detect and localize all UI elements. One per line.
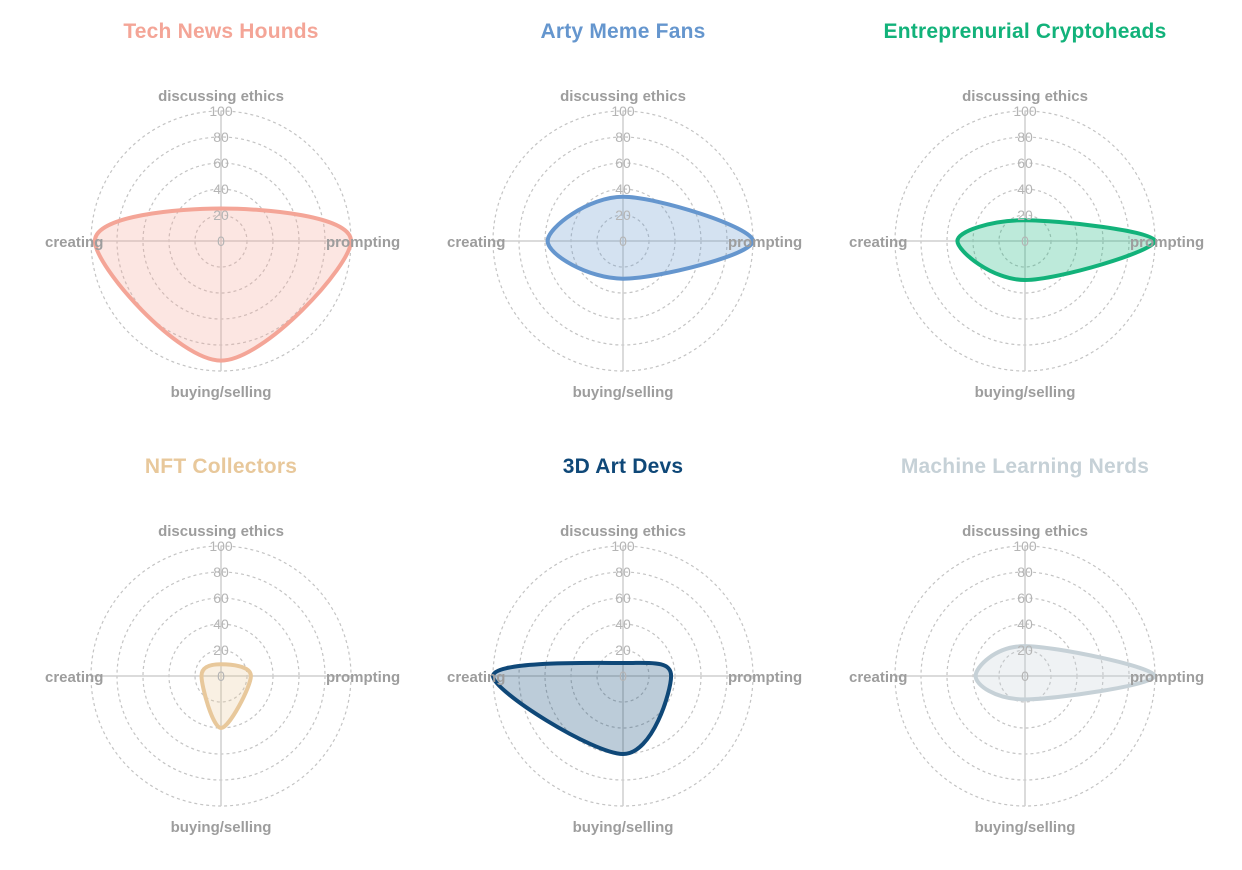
tick-label-40: 40 bbox=[213, 181, 229, 197]
tick-label-40: 40 bbox=[615, 181, 631, 197]
tick-label-60: 60 bbox=[1017, 155, 1033, 171]
tick-label-0: 0 bbox=[619, 668, 627, 684]
axis-label-prompting: prompting bbox=[1130, 234, 1204, 251]
axis-label-discussing-ethics: discussing ethics bbox=[962, 523, 1088, 540]
axis-label-prompting: prompting bbox=[728, 234, 802, 251]
axis-label-discussing-ethics: discussing ethics bbox=[962, 88, 1088, 105]
radar-series-shape bbox=[92, 206, 353, 363]
tick-label-60: 60 bbox=[615, 155, 631, 171]
axis-label-discussing-ethics: discussing ethics bbox=[560, 88, 686, 105]
tick-label-100: 100 bbox=[209, 538, 233, 554]
radar-panel-3d-art-devs: 3D Art Devs 0 20 40 60 80 100 discussing ethic… bbox=[422, 435, 824, 870]
axis-label-prompting: prompting bbox=[1130, 669, 1204, 686]
tick-label-40: 40 bbox=[1017, 616, 1033, 632]
chart-title: Tech News Hounds bbox=[123, 20, 319, 43]
axis-label-buying-selling: buying/selling bbox=[573, 384, 674, 401]
axis-label-creating: creating bbox=[447, 234, 505, 251]
tick-label-60: 60 bbox=[615, 590, 631, 606]
axis-label-creating: creating bbox=[447, 669, 505, 686]
tick-label-20: 20 bbox=[1017, 642, 1033, 658]
chart-title: Entreprenurial Cryptoheads bbox=[883, 20, 1167, 43]
axis-label-prompting: prompting bbox=[728, 669, 802, 686]
axis-label-buying-selling: buying/selling bbox=[573, 819, 674, 836]
tick-label-0: 0 bbox=[1021, 233, 1029, 249]
tick-label-40: 40 bbox=[615, 616, 631, 632]
radar-panel-tech-news-hounds: Tech News Hounds 0 20 40 60 80 100 discussing … bbox=[20, 0, 422, 435]
tick-label-80: 80 bbox=[615, 564, 631, 580]
tick-label-0: 0 bbox=[217, 668, 225, 684]
tick-label-40: 40 bbox=[1017, 181, 1033, 197]
axis-label-prompting: prompting bbox=[326, 234, 400, 251]
axis-label-creating: creating bbox=[849, 669, 907, 686]
tick-label-0: 0 bbox=[1021, 668, 1029, 684]
tick-label-100: 100 bbox=[209, 103, 233, 119]
chart-title: NFT Collectors bbox=[144, 455, 298, 478]
axis-label-buying-selling: buying/selling bbox=[975, 819, 1076, 836]
axis-label-creating: creating bbox=[45, 669, 103, 686]
axis-label-buying-selling: buying/selling bbox=[171, 819, 272, 836]
tick-label-80: 80 bbox=[1017, 129, 1033, 145]
axis-label-buying-selling: buying/selling bbox=[975, 384, 1076, 401]
radar-series-shape bbox=[491, 660, 674, 756]
tick-label-100: 100 bbox=[1013, 538, 1037, 554]
tick-label-60: 60 bbox=[213, 155, 229, 171]
chart-title: Arty Meme Fans bbox=[540, 20, 706, 43]
tick-label-60: 60 bbox=[1017, 590, 1033, 606]
tick-label-20: 20 bbox=[615, 642, 631, 658]
tick-label-100: 100 bbox=[1013, 103, 1037, 119]
chart-title: Machine Learning Nerds bbox=[900, 455, 1150, 478]
radar-chart-grid: Tech News Hounds 0 20 40 60 80 100 discussing … bbox=[20, 0, 1226, 836]
radar-panel-nft-collectors: NFT Collectors 0 20 40 60 80 100 discussing et… bbox=[20, 435, 422, 870]
tick-label-20: 20 bbox=[615, 207, 631, 223]
radar-series-shape bbox=[545, 194, 755, 281]
radar-panel-arty-meme-fans: Arty Meme Fans 0 20 40 60 80 100 discussing et… bbox=[422, 0, 824, 435]
axis-label-creating: creating bbox=[45, 234, 103, 251]
axis-label-discussing-ethics: discussing ethics bbox=[158, 88, 284, 105]
tick-label-20: 20 bbox=[1017, 207, 1033, 223]
axis-label-discussing-ethics: discussing ethics bbox=[158, 523, 284, 540]
chart-title: 3D Art Devs bbox=[562, 455, 684, 478]
radar-panel-entreprenurial-cryptoheads: Entreprenurial Cryptoheads 0 20 40 60 80 100 d… bbox=[824, 0, 1226, 435]
tick-label-60: 60 bbox=[213, 590, 229, 606]
radar-panel-machine-learning-nerds: Machine Learning Nerds 0 20 40 60 80 100 discu… bbox=[824, 435, 1226, 870]
axis-label-discussing-ethics: discussing ethics bbox=[560, 523, 686, 540]
tick-label-20: 20 bbox=[213, 642, 229, 658]
tick-label-40: 40 bbox=[213, 616, 229, 632]
tick-label-100: 100 bbox=[611, 538, 635, 554]
tick-label-0: 0 bbox=[217, 233, 225, 249]
radar-series-shape bbox=[199, 662, 253, 730]
radar-series-shape bbox=[973, 644, 1157, 702]
axis-label-prompting: prompting bbox=[326, 669, 400, 686]
tick-label-80: 80 bbox=[213, 129, 229, 145]
radar-series-shape bbox=[955, 218, 1157, 282]
tick-label-80: 80 bbox=[1017, 564, 1033, 580]
axis-label-buying-selling: buying/selling bbox=[171, 384, 272, 401]
tick-label-100: 100 bbox=[611, 103, 635, 119]
tick-label-0: 0 bbox=[619, 233, 627, 249]
axis-label-creating: creating bbox=[849, 234, 907, 251]
tick-label-20: 20 bbox=[213, 207, 229, 223]
tick-label-80: 80 bbox=[213, 564, 229, 580]
tick-label-80: 80 bbox=[615, 129, 631, 145]
